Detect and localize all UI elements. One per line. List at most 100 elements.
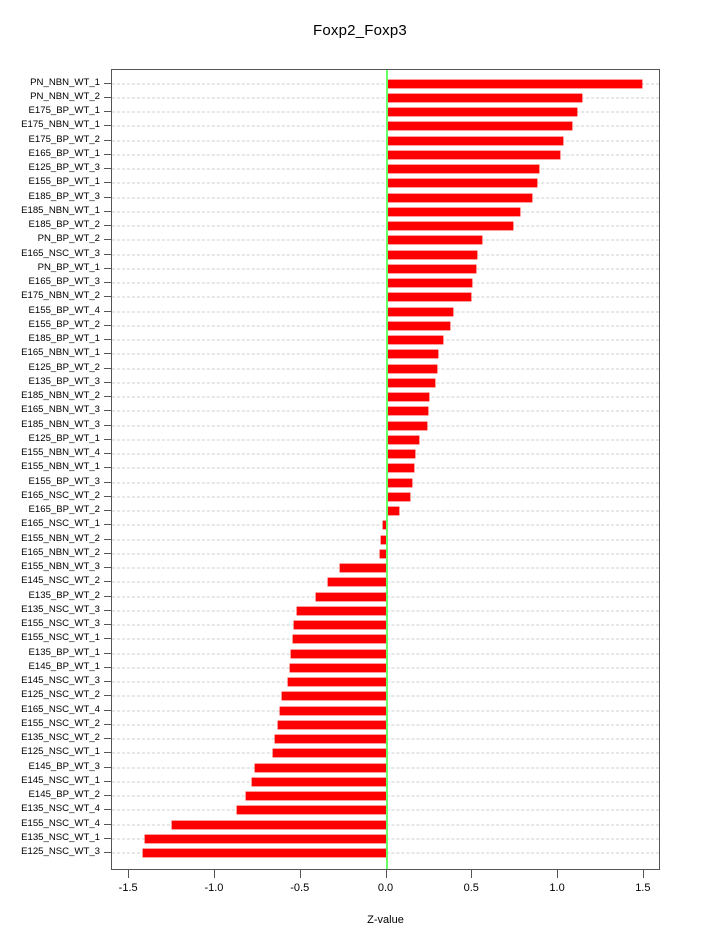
y-axis-tick-label: E185_BP_WT_2 xyxy=(28,219,100,231)
y-axis-tick xyxy=(104,253,111,255)
bar[interactable] xyxy=(386,207,521,216)
y-axis-tick xyxy=(104,96,111,98)
x-axis-tick-label: 1.0 xyxy=(549,882,565,894)
y-axis-tick xyxy=(104,339,111,341)
y-axis-tick-label: E165_BP_WT_3 xyxy=(28,276,100,288)
bar[interactable] xyxy=(142,849,387,858)
y-axis-tick-label: E135_NSC_WT_4 xyxy=(21,803,100,815)
bar[interactable] xyxy=(297,606,387,615)
bar[interactable] xyxy=(386,378,435,387)
bar[interactable] xyxy=(274,735,387,744)
y-axis-tick-label: E165_NBN_WT_2 xyxy=(21,546,100,558)
y-axis-tick xyxy=(104,481,111,483)
y-axis-tick xyxy=(104,510,111,512)
y-axis-tick xyxy=(104,310,111,312)
y-axis-tick xyxy=(104,396,111,398)
bar[interactable] xyxy=(386,321,450,330)
bar[interactable] xyxy=(386,108,577,117)
bar[interactable] xyxy=(287,678,387,687)
y-axis-tick-label: E155_BP_WT_2 xyxy=(28,318,100,330)
y-axis-tick-label: E155_NBN_WT_3 xyxy=(21,561,100,573)
y-axis-tick-label: E145_BP_WT_2 xyxy=(28,789,100,801)
bar[interactable] xyxy=(386,507,399,516)
y-axis-labels: PN_NBN_WT_1 PN_NBN_WT_2 E175_BP_WT_1 E175_N… xyxy=(0,69,111,870)
bar[interactable] xyxy=(255,763,387,772)
y-axis-tick-label: E175_BP_WT_1 xyxy=(28,105,100,117)
bar[interactable] xyxy=(386,435,420,444)
bar[interactable] xyxy=(251,777,387,786)
bar[interactable] xyxy=(386,136,564,145)
bar[interactable] xyxy=(277,720,387,729)
y-axis-tick-label: E185_BP_WT_1 xyxy=(28,333,100,345)
bar[interactable] xyxy=(172,820,387,829)
y-axis-tick xyxy=(104,324,111,326)
y-axis-tick xyxy=(104,353,111,355)
y-axis-tick xyxy=(104,438,111,440)
bar[interactable] xyxy=(281,692,387,701)
bar[interactable] xyxy=(237,806,387,815)
y-axis-tick-label: E165_NSC_WT_4 xyxy=(21,703,100,715)
bar[interactable] xyxy=(386,122,572,131)
y-axis-tick xyxy=(104,225,111,227)
bar[interactable] xyxy=(386,336,444,345)
bar[interactable] xyxy=(386,93,583,102)
bar[interactable] xyxy=(386,492,410,501)
bar[interactable] xyxy=(386,179,537,188)
bar[interactable] xyxy=(386,250,477,259)
bar[interactable] xyxy=(280,706,387,715)
y-axis-tick xyxy=(104,723,111,725)
y-axis-tick-label: E125_NSC_WT_3 xyxy=(21,846,100,858)
bar[interactable] xyxy=(386,236,482,245)
bar[interactable] xyxy=(386,393,430,402)
bar[interactable] xyxy=(293,621,387,630)
bar[interactable] xyxy=(386,279,473,288)
bar[interactable] xyxy=(386,79,643,88)
y-axis-tick-label: E135_BP_WT_1 xyxy=(28,646,100,658)
y-axis-tick-label: E155_NSC_WT_3 xyxy=(21,618,100,630)
bar[interactable] xyxy=(386,464,414,473)
y-axis-tick-label: E125_BP_WT_3 xyxy=(28,162,100,174)
y-axis-tick xyxy=(104,809,111,811)
y-axis-tick xyxy=(104,581,111,583)
bar[interactable] xyxy=(386,350,438,359)
y-axis-tick-label: E135_BP_WT_2 xyxy=(28,589,100,601)
bar[interactable] xyxy=(386,407,428,416)
y-axis-tick xyxy=(104,752,111,754)
bar[interactable] xyxy=(386,264,476,273)
bar[interactable] xyxy=(291,649,387,658)
bar[interactable] xyxy=(386,421,427,430)
y-axis-tick xyxy=(104,552,111,554)
bar[interactable] xyxy=(386,478,413,487)
bar[interactable] xyxy=(386,222,514,231)
y-axis-tick-label: E155_BP_WT_1 xyxy=(28,176,100,188)
bar[interactable] xyxy=(340,564,387,573)
bar[interactable] xyxy=(273,749,387,758)
y-axis-tick-label: E145_NSC_WT_1 xyxy=(21,774,100,786)
x-axis-tick-label: -1.0 xyxy=(204,882,224,894)
y-axis-tick xyxy=(104,367,111,369)
bar[interactable] xyxy=(292,635,387,644)
bar[interactable] xyxy=(381,535,387,544)
bar[interactable] xyxy=(380,549,387,558)
bar[interactable] xyxy=(383,521,387,530)
y-axis-tick-label: E185_BP_WT_3 xyxy=(28,190,100,202)
y-axis-tick xyxy=(104,738,111,740)
bar[interactable] xyxy=(328,578,387,587)
bar[interactable] xyxy=(386,293,472,302)
y-axis-tick-label: E125_BP_WT_2 xyxy=(28,361,100,373)
bar[interactable] xyxy=(386,364,438,373)
bar[interactable] xyxy=(245,792,387,801)
plot-area xyxy=(111,69,660,870)
bar[interactable] xyxy=(144,834,387,843)
y-axis-tick xyxy=(104,852,111,854)
bar[interactable] xyxy=(386,307,454,316)
bar[interactable] xyxy=(386,450,415,459)
bar[interactable] xyxy=(386,165,540,174)
bar[interactable] xyxy=(386,150,560,159)
y-axis-tick xyxy=(104,837,111,839)
bar[interactable] xyxy=(316,592,387,601)
bar[interactable] xyxy=(290,663,387,672)
bar[interactable] xyxy=(386,193,533,202)
y-axis-tick-label: E125_NSC_WT_1 xyxy=(21,746,100,758)
